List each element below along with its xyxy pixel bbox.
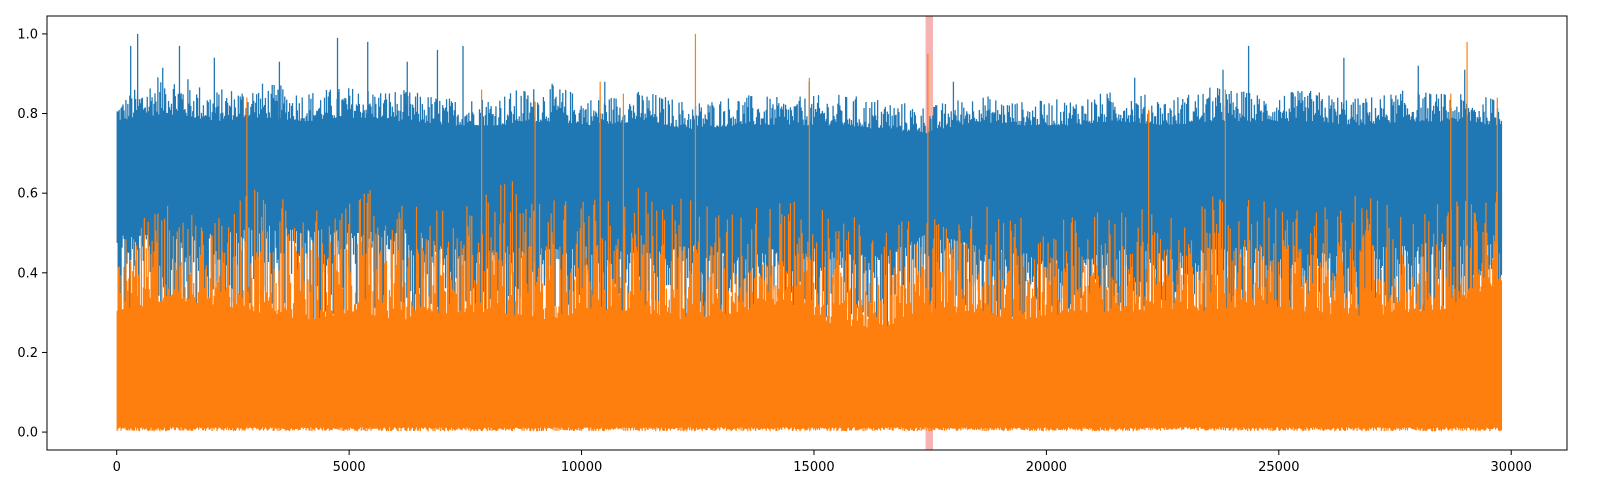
x-tick-label: 25000 xyxy=(1258,460,1299,475)
x-tick-label: 15000 xyxy=(793,460,834,475)
x-tick-label: 30000 xyxy=(1491,460,1532,475)
y-tick-label: 0.2 xyxy=(17,346,38,361)
plot-frame xyxy=(46,15,1568,451)
x-tick-label: 5000 xyxy=(333,460,366,475)
x-tick-label: 20000 xyxy=(1026,460,1067,475)
y-axis: 0.0 0.2 0.4 0.6 0.8 1.0 xyxy=(17,27,47,441)
y-tick-label: 0.4 xyxy=(17,266,38,281)
series-1-line xyxy=(116,33,1503,432)
x-tick-label: 0 xyxy=(113,460,121,475)
y-tick-label: 0.6 xyxy=(17,187,38,202)
series-1-path xyxy=(116,33,1503,432)
y-tick-label: 0.0 xyxy=(17,426,38,441)
x-tick-label: 10000 xyxy=(561,460,602,475)
y-tick-label: 1.0 xyxy=(17,27,38,42)
plot-area xyxy=(116,16,1503,450)
y-tick-label: 0.8 xyxy=(17,107,38,122)
x-axis: 0 5000 10000 15000 20000 25000 30000 xyxy=(113,450,1532,475)
series-layer xyxy=(116,33,1503,432)
